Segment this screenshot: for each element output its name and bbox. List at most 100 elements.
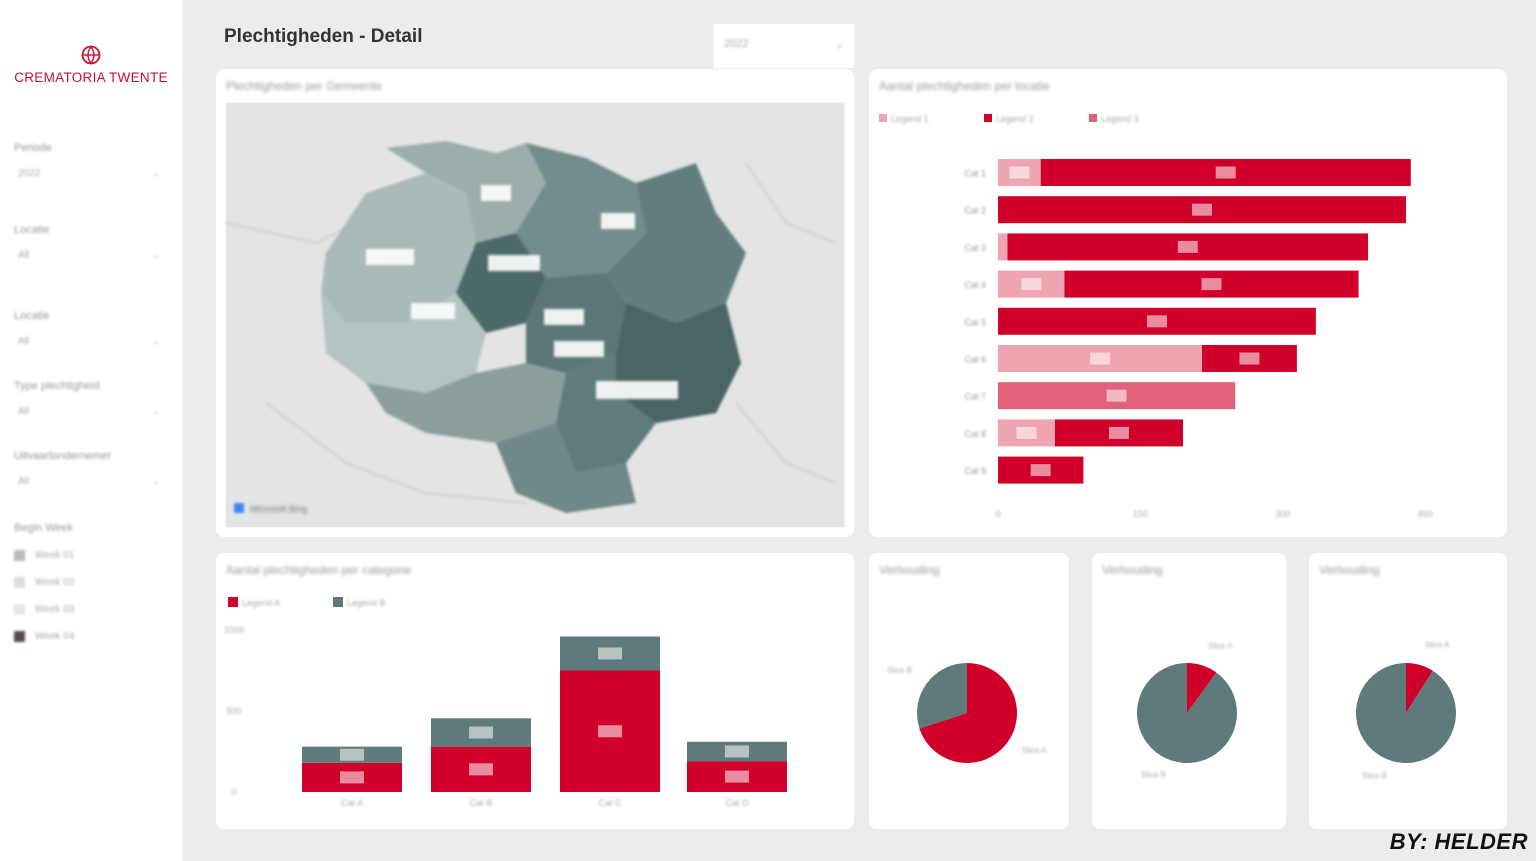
legend-label[interactable]: Legend B	[347, 598, 386, 608]
bar-data-label	[1090, 352, 1111, 365]
filter-label: Uitvaartondernemer	[14, 450, 112, 462]
pie-slice[interactable]	[917, 663, 967, 729]
column-y-tick: 0	[231, 787, 236, 797]
side-legend-item[interactable]: Week 04	[14, 623, 164, 650]
bar-data-label	[1215, 166, 1236, 179]
bar-category-label: Cat 3	[964, 243, 986, 253]
brand-name: CREMATORIA TWENTE	[14, 70, 168, 85]
year-slicer-value: 2022	[724, 38, 749, 50]
filter-uitvaartondernemer[interactable]: Uitvaartondernemer All ⌄	[14, 450, 164, 492]
legend-label[interactable]: Legend 2	[996, 114, 1034, 124]
map-label	[596, 381, 678, 399]
pie-card-1: Verhouding Slice A Slice B	[869, 553, 1069, 829]
pie-slice[interactable]	[1406, 663, 1433, 713]
bar-category-label: Cat 4	[964, 280, 986, 290]
bar-category-label: Cat 2	[964, 206, 986, 216]
filter-dropdown[interactable]: All ⌄	[14, 330, 164, 352]
bar-x-tick: 150	[1133, 509, 1148, 519]
side-legend-item[interactable]: Week 02	[14, 569, 164, 596]
map-label	[554, 341, 604, 357]
map-label	[601, 213, 635, 229]
side-legend-item[interactable]: Week 03	[14, 596, 164, 623]
side-legend-title: Begin Week	[14, 522, 74, 534]
column-data-label	[340, 748, 364, 761]
filter-dropdown[interactable]: All ⌄	[14, 400, 164, 422]
column-data-label	[725, 745, 749, 758]
bar-data-label	[1192, 203, 1213, 216]
legend-swatch	[879, 114, 887, 122]
column-data-label	[725, 770, 749, 783]
filter-locatie[interactable]: Locatie All ⌄	[14, 224, 164, 266]
bar-category-label: Cat 5	[964, 317, 986, 327]
legend-label[interactable]: Legend 3	[1101, 114, 1139, 124]
filter-label: Locatie	[14, 224, 50, 236]
filter-locatie-2[interactable]: Locatie All ⌄	[14, 310, 164, 352]
legend-swatch	[14, 550, 25, 561]
side-legend-item[interactable]: Week 01	[14, 542, 164, 569]
map-region-northeast[interactable]	[606, 163, 746, 323]
map-label	[481, 185, 511, 201]
pie-card-2: Verhouding Slice A Slice B	[1092, 553, 1286, 829]
pie-slice[interactable]	[1356, 663, 1456, 763]
filter-value: All	[18, 405, 30, 417]
map-region-south[interactable]	[366, 363, 566, 443]
column-data-label	[598, 647, 622, 660]
year-slicer[interactable]: 2022 ⌄	[714, 24, 854, 68]
legend-swatch	[984, 114, 992, 122]
chevron-down-icon: ⌄	[151, 405, 160, 417]
pie-slice[interactable]	[1187, 663, 1217, 713]
pie-chart-1: Slice A Slice B	[887, 663, 1047, 763]
map-card-title: Plechtigheden per Gemeente	[226, 79, 383, 93]
bar-data-label	[1030, 464, 1051, 477]
filter-label: Type plechtigheid	[14, 380, 100, 392]
chevron-down-icon: ⌄	[834, 39, 844, 51]
legend-label[interactable]: Legend A	[242, 598, 280, 608]
map-region-far-south[interactable]	[496, 423, 636, 513]
bar-chart-legend: Legend 1 Legend 2 Legend 3	[879, 114, 1139, 124]
category-column-chart: Legend A Legend B 0 500 1000 Cat A Cat B Cat C C…	[224, 597, 787, 808]
map-region-west[interactable]	[321, 173, 476, 323]
bar-data-label	[1108, 426, 1129, 439]
map-label	[411, 303, 455, 319]
filter-dropdown[interactable]: All ⌄	[14, 470, 164, 492]
filter-label: Periode	[14, 142, 52, 154]
bar-segment[interactable]	[998, 233, 1008, 261]
pie-slice[interactable]	[919, 663, 1017, 763]
map-label	[488, 255, 540, 271]
crematoria-logo-icon	[81, 45, 101, 65]
bar-chart-title: Aantal plechtigheden per locatie	[879, 79, 1050, 93]
page-title: Plechtigheden - Detail	[224, 26, 423, 47]
filter-type-plechtigheid[interactable]: Type plechtigheid All ⌄	[14, 380, 164, 422]
legend-swatch	[1089, 114, 1097, 122]
column-category-label: Cat C	[598, 798, 622, 808]
map-region-southeast[interactable]	[556, 353, 656, 473]
bar-data-label	[1201, 278, 1222, 291]
pie-slice[interactable]	[1137, 663, 1237, 763]
byline: BY: HELDER	[1389, 829, 1528, 854]
municipality-map[interactable]: Microsoft Bing	[226, 103, 844, 527]
legend-label: Week 02	[35, 577, 75, 588]
legend-label[interactable]: Legend 1	[891, 114, 929, 124]
bar-data-label	[1016, 426, 1037, 439]
filter-dropdown[interactable]: 2022 ⌄	[14, 162, 164, 184]
column-chart-title: Aantal plechtigheden per categorie	[226, 563, 412, 577]
filter-value: 2022	[18, 167, 41, 179]
column-y-tick: 500	[226, 706, 241, 716]
legend-label: Week 04	[35, 631, 75, 642]
map-region-north[interactable]	[516, 143, 646, 278]
chevron-down-icon: ⌄	[151, 167, 160, 179]
pie-slice-label: Slice B	[1362, 771, 1387, 780]
brand-logo: CREMATORIA TWENTE	[8, 44, 174, 85]
filter-value: All	[18, 475, 30, 487]
pie-slice-label: Slice A	[1022, 746, 1047, 755]
map-region-northwest[interactable]	[386, 141, 546, 243]
chevron-down-icon: ⌄	[151, 249, 160, 261]
pie-slice-label: Slice B	[887, 666, 912, 675]
bar-category-label: Cat 1	[964, 169, 986, 179]
filter-periode[interactable]: Periode 2022 ⌄	[14, 142, 164, 184]
legend-swatch	[14, 577, 25, 588]
filter-dropdown[interactable]: All ⌄	[14, 244, 164, 266]
map-label	[366, 249, 414, 265]
microsoft-bing-icon	[234, 503, 244, 513]
filter-value: All	[18, 249, 30, 261]
